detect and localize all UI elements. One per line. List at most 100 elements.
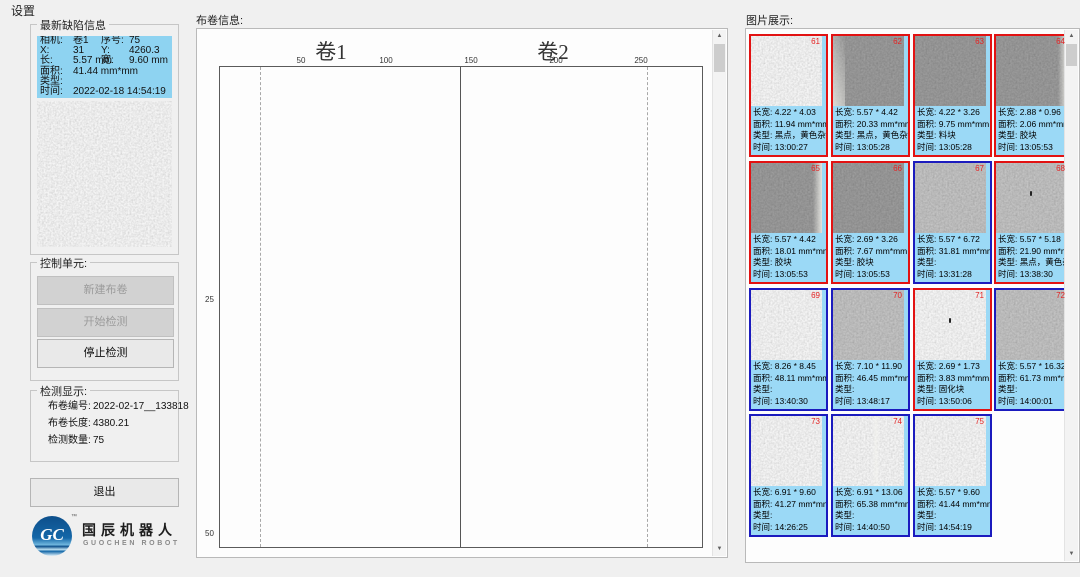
defect-number: 70: [893, 291, 902, 300]
defect-card[interactable]: 70 长宽: 7.10 * 11.90 面积: 46.45 mm*mm 类型: 时间:…: [831, 288, 910, 412]
logo-gc-icon: GC: [32, 516, 72, 556]
field-label: 布卷长度:: [48, 418, 91, 429]
logo-name-cn: 国辰机器人: [82, 522, 177, 538]
defect-number: 69: [811, 291, 820, 300]
defect-info: 长宽: 6.91 * 9.60 面积: 41.27 mm*mm 类型: 时间: 14…: [751, 486, 826, 535]
defect-card[interactable]: 68 长宽: 5.57 * 5.18 面积: 21.90 mm*mm 类型: 黑点，黄…: [994, 161, 1073, 285]
logo-trademark: ™: [71, 514, 77, 520]
image-scrollbar[interactable]: ▲ ▼: [1064, 30, 1078, 561]
defect-info: 长宽: 5.57 * 4.42 面积: 18.01 mm*mm 类型: 胶块 时间: …: [751, 233, 826, 282]
defect-type: 类型:: [998, 384, 1018, 395]
defect-thumbnail: 73: [751, 416, 822, 486]
defect-type: 类型:: [753, 510, 773, 521]
defect-card[interactable]: 69 长宽: 8.26 * 8.45 面积: 48.11 mm*mm 类型: 时间: …: [749, 288, 828, 412]
defect-area: 面积: 3.83 mm*mm: [917, 372, 990, 383]
control-button-3[interactable]: 停止检测: [37, 339, 174, 368]
field-label: 类型:: [40, 75, 63, 87]
defect-card[interactable]: 65 长宽: 5.57 * 4.42 面积: 18.01 mm*mm 类型: 胶块 时间…: [749, 161, 828, 285]
detection-row: 布卷编号: 2022-02-17__133818: [31, 398, 189, 415]
roll-chart-dashed-line: [647, 67, 648, 547]
defect-thumbnail: 70: [833, 290, 904, 360]
defect-info: 长宽: 7.10 * 11.90 面积: 46.45 mm*mm 类型: 时间: 1…: [833, 360, 908, 409]
scrollbar-thumb[interactable]: [1066, 44, 1077, 66]
defect-number: 66: [893, 164, 902, 173]
defect-time: 时间: 13:05:28: [835, 141, 890, 152]
defect-time: 时间: 13:05:53: [835, 268, 890, 279]
defect-time: 时间: 13:31:28: [917, 268, 972, 279]
defect-info: 长宽: 6.91 * 13.06 面积: 65.38 mm*mm 类型: 时间: 1…: [833, 486, 908, 535]
roll-divider-line: [460, 67, 461, 547]
field-value: 41.44 mm*mm: [73, 65, 139, 77]
roll-scrollbar[interactable]: ▲ ▼: [712, 30, 726, 556]
scroll-up-icon[interactable]: ▲: [1065, 30, 1078, 43]
latest-defect-info-row: 类型:: [37, 75, 172, 87]
defect-card[interactable]: 61 长宽: 4.22 * 4.03 面积: 11.94 mm*mm 类型: 黑点，黄…: [749, 34, 828, 158]
field-value: 75: [129, 36, 141, 46]
defect-area: 面积: 41.27 mm*mm: [753, 498, 826, 509]
defect-size: 长宽: 7.10 * 11.90: [835, 361, 902, 371]
defect-area: 面积: 2.06 mm*mm: [998, 118, 1071, 129]
company-logo: GC ™ 国辰机器人 GUOCHEN ROBOT: [30, 514, 180, 562]
defect-card[interactable]: 63 长宽: 4.22 * 3.26 面积: 9.75 mm*mm 类型: 料块 时间:…: [913, 34, 992, 158]
defect-card[interactable]: 62 长宽: 5.57 * 4.42 面积: 20.33 mm*mm 类型: 黑点，黄…: [831, 34, 910, 158]
defect-thumbnail: 61: [751, 36, 822, 106]
defect-dot-mark: [1030, 191, 1033, 196]
roll-chart-dashed-line: [260, 67, 261, 547]
detection-row: 检测数量: 75: [31, 432, 178, 449]
defect-size: 长宽: 5.57 * 9.60: [917, 487, 980, 497]
defect-number: 72: [1056, 291, 1065, 300]
defect-card[interactable]: 72 长宽: 5.57 * 16.32 面积: 61.73 mm*mm 类型: 时间:…: [994, 288, 1073, 412]
control-button-2: 开始检测: [37, 308, 174, 337]
exit-button[interactable]: 退出: [30, 478, 179, 507]
defect-thumbnail: 74: [833, 416, 904, 486]
latest-defect-info-row: 时间: 2022-02-18 14:54:19: [37, 85, 172, 97]
field-label: 时间:: [40, 85, 63, 97]
defect-card[interactable]: 75 长宽: 5.57 * 9.60 面积: 41.44 mm*mm 类型: 时间: …: [913, 414, 992, 538]
defect-area: 面积: 11.94 mm*mm: [753, 118, 826, 129]
field-value: 75: [93, 435, 105, 446]
roll-info-panel: 卷1 卷2 50 100 150 200 250 25 50 ▲ ▼: [196, 28, 728, 558]
light-edge-overlay: [1058, 36, 1067, 106]
detection-display-title: 检测显示:: [37, 383, 91, 399]
scroll-down-icon[interactable]: ▼: [713, 543, 726, 556]
scrollbar-thumb[interactable]: [714, 44, 725, 72]
defect-type: 类型: 黑点，黄色杂质: [998, 257, 1071, 268]
x-tick-label: 150: [464, 56, 478, 65]
defect-size: 长宽: 8.26 * 8.45: [753, 361, 816, 371]
defect-size: 长宽: 4.22 * 3.26: [917, 107, 980, 117]
defect-type: 类型:: [917, 257, 937, 268]
defect-area: 面积: 46.45 mm*mm: [835, 372, 908, 383]
defect-card[interactable]: 66 长宽: 2.69 * 3.26 面积: 7.67 mm*mm 类型: 胶块 时间:…: [831, 161, 910, 285]
latest-defect-info: 相机: 卷1 序号: 75 X: 31 Y: 4260.3 长: 5.57 mm 宽: 9.60 mm…: [37, 36, 172, 98]
defect-area: 面积: 18.01 mm*mm: [753, 245, 826, 256]
defect-size: 长宽: 5.57 * 6.72: [917, 234, 980, 244]
defect-time: 时间: 14:00:01: [998, 395, 1053, 406]
defect-time: 时间: 13:05:28: [917, 141, 972, 152]
defect-card[interactable]: 73 长宽: 6.91 * 9.60 面积: 41.27 mm*mm 类型: 时间: …: [749, 414, 828, 538]
x-tick-label: 100: [379, 56, 393, 65]
defect-thumbnail: 72: [996, 290, 1067, 360]
x-tick-label: 250: [634, 56, 648, 65]
roll-title: 卷2: [537, 40, 569, 64]
menu-item-settings[interactable]: 设置: [11, 4, 36, 18]
defect-area: 面积: 65.38 mm*mm: [835, 498, 908, 509]
defect-type: 类型: 料块: [917, 130, 956, 141]
light-edge-overlay: [833, 36, 845, 106]
defect-area: 面积: 41.44 mm*mm: [917, 498, 990, 509]
defect-type: 类型:: [753, 384, 773, 395]
x-tick-label: 200: [549, 56, 563, 65]
defect-card[interactable]: 71 长宽: 2.69 * 1.73 面积: 3.83 mm*mm 类型: 固化块 时间…: [913, 288, 992, 412]
defect-card[interactable]: 64 长宽: 2.88 * 0.96 面积: 2.06 mm*mm 类型: 胶块 时间:…: [994, 34, 1073, 158]
defect-number: 65: [811, 164, 820, 173]
defect-thumbnail: 68: [996, 163, 1067, 233]
defect-time: 时间: 13:38:30: [998, 268, 1053, 279]
defect-number: 75: [975, 417, 984, 426]
scroll-down-icon[interactable]: ▼: [1065, 548, 1078, 561]
defect-card[interactable]: 67 长宽: 5.57 * 6.72 面积: 31.81 mm*mm 类型: 时间: …: [913, 161, 992, 285]
defect-card[interactable]: 74 长宽: 6.91 * 13.06 面积: 65.38 mm*mm 类型: 时间:…: [831, 414, 910, 538]
scroll-up-icon[interactable]: ▲: [713, 30, 726, 43]
defect-type: 类型:: [835, 384, 855, 395]
defect-size: 长宽: 5.57 * 5.18: [998, 234, 1061, 244]
defect-size: 长宽: 5.57 * 4.42: [835, 107, 898, 117]
defect-area: 面积: 20.33 mm*mm: [835, 118, 908, 129]
